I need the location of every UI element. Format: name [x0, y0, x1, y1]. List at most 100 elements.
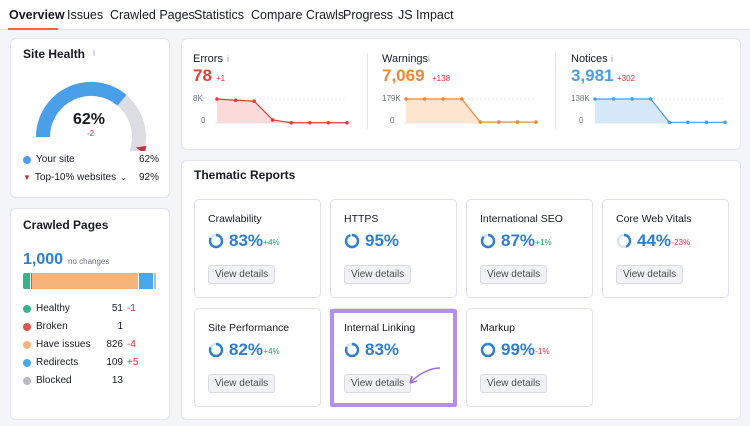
crawled-pages-card: Crawled Pages i 1,000 no changes Healthy… — [10, 208, 170, 420]
tab-statistics[interactable]: Statistics — [194, 8, 245, 22]
view-details-button[interactable]: View details — [616, 265, 684, 284]
warnings-label: Warnings — [382, 53, 429, 65]
crawled-pages-count[interactable]: 1,000 — [23, 251, 64, 268]
warnings-metric[interactable]: Warnings i 7,069 +138 179K 0 — [382, 50, 552, 140]
sparkline-point[interactable] — [497, 120, 501, 124]
report-card-site-performance[interactable]: Site Performance 82% +4% View details — [194, 308, 321, 407]
tab-crawled-pages[interactable]: Crawled Pages — [110, 8, 195, 22]
warnings-info-icon[interactable]: i — [428, 54, 430, 64]
sparkline-point[interactable] — [441, 97, 445, 101]
stacked-bar-segment[interactable] — [139, 273, 154, 289]
sparkline-line — [595, 98, 725, 123]
report-delta: -1% — [535, 347, 550, 356]
sparkline-point[interactable] — [459, 97, 464, 101]
axis-max-label: 138K — [571, 94, 590, 103]
sparkline-point[interactable] — [648, 97, 653, 101]
warnings-sparkline — [404, 97, 538, 124]
sparkline-point[interactable] — [308, 120, 312, 125]
sparkline-point[interactable] — [723, 120, 727, 125]
sparkline-point[interactable] — [667, 120, 672, 125]
list-item-label: Blocked — [36, 375, 72, 386]
report-title: HTTPS — [344, 213, 379, 225]
report-card-international-seo[interactable]: International SEO 87% +1% View details — [466, 199, 593, 298]
list-item-label: Have issues — [36, 339, 91, 350]
errors-delta: +1 — [216, 74, 226, 83]
tab-compare-crawls[interactable]: Compare Crawls — [251, 8, 345, 22]
sparkline-point[interactable] — [534, 120, 538, 124]
report-score: 82% — [229, 340, 264, 359]
stacked-bar-segment[interactable] — [154, 273, 156, 289]
list-item-value: 109 — [106, 357, 123, 368]
view-details-button[interactable]: View details — [344, 265, 412, 284]
stacked-bar-segment[interactable] — [31, 273, 139, 289]
report-score: 44% — [637, 231, 672, 250]
view-details-button[interactable]: View details — [480, 265, 548, 284]
report-card-markup[interactable]: Markup 99% -1% View details — [466, 308, 593, 407]
sparkline-point[interactable] — [630, 97, 634, 101]
sparkline-point[interactable] — [270, 118, 275, 122]
report-card-crawlability[interactable]: Crawlability 83% +4% View details — [194, 199, 321, 298]
sparkline-point[interactable] — [611, 97, 616, 101]
thematic-reports-title: Thematic Reports — [194, 168, 296, 182]
tab-js-impact[interactable]: JS Impact — [398, 8, 454, 22]
crawled-pages-info-icon[interactable]: i — [105, 219, 107, 229]
tab-progress[interactable]: Progress — [343, 8, 394, 22]
list-item-value: 13 — [111, 375, 123, 386]
view-details-button[interactable]: View details — [208, 374, 276, 393]
list-item[interactable]: Redirects 109 +5 — [23, 356, 163, 370]
progress-ring-icon — [616, 233, 632, 249]
view-details-button[interactable]: View details — [208, 265, 276, 284]
status-dot-icon — [23, 305, 31, 313]
site-health-info-icon[interactable]: i — [93, 48, 95, 58]
errors-metric[interactable]: Errors i 78 +1 8K 0 — [193, 50, 363, 140]
sparkline-point[interactable] — [478, 120, 483, 124]
sparkline-point[interactable] — [404, 97, 408, 101]
sparkline-point[interactable] — [593, 97, 597, 101]
list-item-value: 51 — [111, 303, 123, 314]
tab-issues[interactable]: Issues — [67, 8, 104, 22]
sparkline-point[interactable] — [289, 120, 294, 125]
report-card-https[interactable]: HTTPS 95% View details — [330, 199, 457, 298]
list-item-delta: -4 — [127, 339, 136, 350]
report-card-core-web-vitals[interactable]: Core Web Vitals 44% -23% View details — [602, 199, 729, 298]
report-tab-bar: Overview Issues Crawled Pages Statistics… — [0, 0, 750, 30]
list-item-value: 1 — [117, 321, 123, 332]
axis-min-label: 0 — [201, 116, 206, 125]
crawled-pages-stacked-bar — [23, 273, 157, 289]
status-dot-icon — [23, 341, 31, 349]
sparkline-point[interactable] — [326, 120, 331, 125]
list-item[interactable]: Have issues 826 -4 — [23, 338, 163, 352]
tab-overview[interactable]: Overview — [9, 8, 65, 22]
progress-ring-icon — [208, 233, 224, 249]
list-item[interactable]: Healthy 51 -1 — [23, 302, 163, 316]
issues-summary-card — [181, 38, 741, 150]
view-details-button[interactable]: View details — [480, 374, 548, 393]
sparkline-point[interactable] — [345, 120, 349, 125]
notices-info-icon[interactable]: i — [611, 54, 613, 64]
list-item-value: 826 — [106, 339, 123, 350]
report-score: 87% — [501, 231, 536, 250]
sparkline-point[interactable] — [252, 99, 256, 103]
errors-sparkline — [215, 97, 349, 125]
sparkline-point[interactable] — [422, 97, 427, 101]
errors-info-icon[interactable]: i — [227, 54, 229, 64]
list-item-delta: +5 — [127, 357, 139, 368]
errors-count[interactable]: 78 — [193, 66, 212, 85]
notices-count[interactable]: 3,981 — [571, 66, 614, 85]
list-item[interactable]: Broken 1 — [23, 320, 163, 334]
view-details-button[interactable]: View details — [344, 374, 412, 393]
chevron-down-icon[interactable]: ⌄ — [120, 173, 127, 182]
list-item[interactable]: Blocked 13 — [23, 374, 163, 388]
notices-metric[interactable]: Notices i 3,981 +302 138K 0 — [571, 50, 741, 140]
report-title: Site Performance — [208, 322, 290, 334]
sparkline-point[interactable] — [215, 97, 219, 101]
warnings-count[interactable]: 7,069 — [382, 66, 425, 85]
legend-top10[interactable]: ▼ Top-10% websites ⌄ — [23, 172, 127, 183]
report-card-internal-linking[interactable]: Internal Linking 83% View details — [330, 308, 457, 407]
stacked-bar-segment[interactable] — [23, 273, 30, 289]
sparkline-point[interactable] — [686, 120, 690, 125]
sparkline-point[interactable] — [233, 98, 238, 103]
sparkline-point[interactable] — [704, 120, 709, 125]
sparkline-point[interactable] — [515, 120, 520, 124]
status-dot-icon — [23, 377, 31, 385]
